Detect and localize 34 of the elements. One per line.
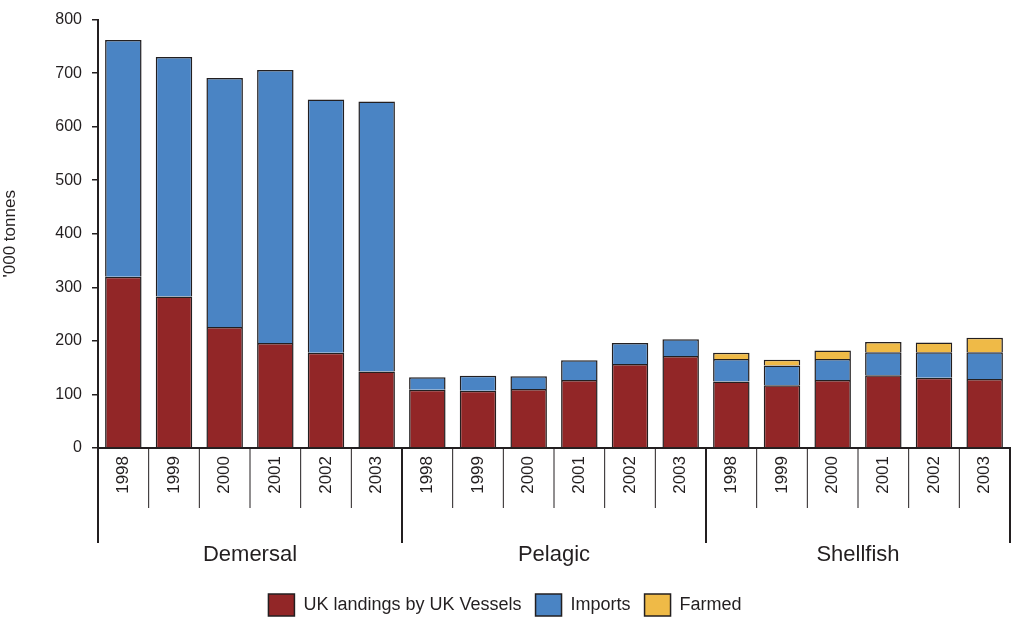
y-tick-label: 400 [55,224,83,242]
legend-label: UK landings by UK Vessels [303,593,522,614]
x-tick-label: 2001 [873,456,893,494]
y-tick-label: 100 [55,384,83,402]
y-tick-label: 500 [55,170,83,188]
x-tick-label: 2003 [366,456,386,494]
legend-label: Imports [570,593,631,614]
y-tick-label: 300 [55,277,83,295]
y-tick-label: 800 [55,10,83,28]
y-tick-label: 0 [73,438,83,456]
x-tick-label: 1998 [721,456,741,494]
x-tick-label: 2000 [214,456,234,494]
x-tick-label: 1999 [467,456,487,494]
x-tick-label: 2001 [569,456,589,494]
x-tick-label: 1999 [771,456,791,494]
x-tick-label: 1998 [417,456,437,494]
x-tick-label: 1999 [163,456,183,494]
text: Pelagic [517,541,591,567]
x-tick-label: 2000 [822,456,842,494]
x-tick-label: 2001 [265,456,285,494]
y-tick-label: 700 [55,63,83,81]
x-tick-label: 2002 [315,456,335,494]
y-tick-label: 200 [55,331,83,349]
x-tick-label: 2002 [923,456,943,494]
text: Shellfish [816,541,900,567]
legend-label: Farmed [679,593,742,614]
x-tick-label: 2003 [670,456,690,494]
x-tick-label: 2002 [619,456,639,494]
text: Demersal [202,541,298,567]
x-tick-label: 2003 [974,456,994,494]
y-axis-title: '000 tonnes [0,190,19,278]
x-tick-label: 2000 [518,456,538,494]
x-tick-label: 1998 [113,456,133,494]
y-tick-label: 600 [55,117,83,135]
